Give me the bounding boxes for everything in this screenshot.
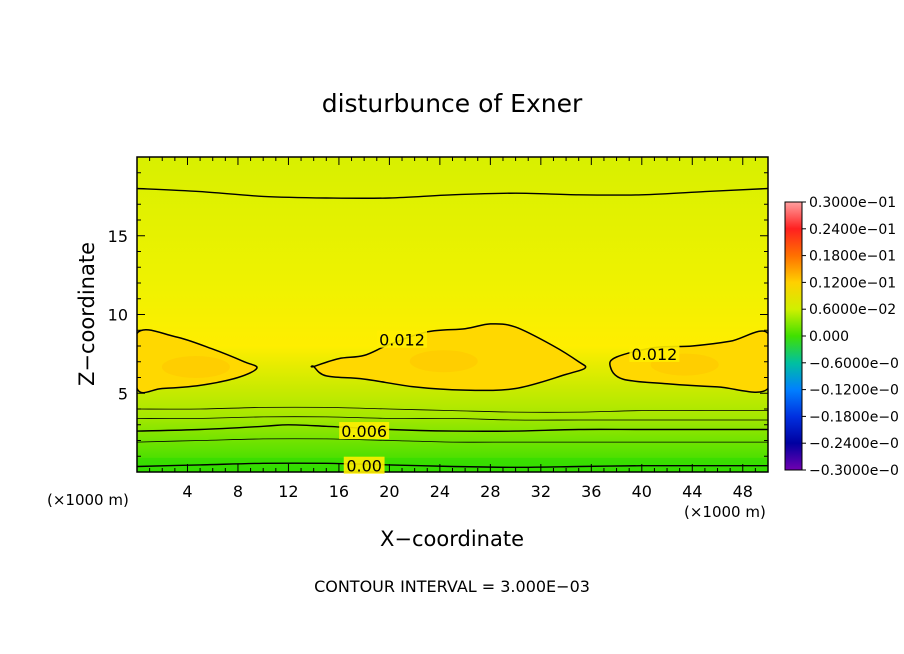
x-unit-right: (×1000 m) (684, 503, 766, 521)
colorbar-label: 0.3000e−01 (809, 195, 896, 211)
x-tick-label: 12 (278, 482, 298, 501)
contour-label-text: 0.012 (379, 331, 425, 350)
y-axis-label: Z−coordinate (75, 242, 99, 386)
field-bottom-band (137, 457, 768, 472)
contour-line (609, 330, 768, 393)
colorbar-label: −0.3000e−0 (809, 463, 899, 479)
contour-interval: CONTOUR INTERVAL = 3.000E−03 (314, 577, 590, 596)
x-tick-label: 28 (480, 482, 500, 501)
colorbar-label: −0.6000e−0 (809, 356, 899, 372)
contour-label-text: 0.00 (346, 457, 382, 476)
x-tick-label: 16 (329, 482, 349, 501)
chart-title: disturbunce of Exner (322, 89, 583, 118)
colorbar-label: −0.1200e−0 (809, 383, 899, 399)
x-unit-left: (×1000 m) (47, 491, 129, 509)
field-background (137, 157, 768, 472)
colorbar-label: −0.1800e−0 (809, 409, 899, 425)
x-tick-label: 40 (632, 482, 652, 501)
colorbar-label: −0.2400e−0 (809, 436, 899, 452)
colorbar-scale (784, 201, 803, 471)
contour-line (137, 406, 768, 413)
contour-line (137, 438, 768, 443)
x-tick-label: 4 (182, 482, 192, 501)
x-tick-label: 32 (531, 482, 551, 501)
plot-area (137, 157, 768, 472)
contour-line (137, 329, 258, 394)
y-tick-label: 5 (118, 384, 128, 403)
x-axis-label: X−coordinate (380, 527, 524, 551)
contour-label-text: 0.006 (341, 422, 387, 441)
y-tick-label: 15 (108, 227, 128, 246)
colorbar-label: 0.000 (809, 329, 849, 345)
colorbar: 0.3000e−01 0.2400e−01 0.1800e−01 0.1200e−01… (784, 195, 899, 479)
field-core-maximum (161, 356, 230, 378)
contour-label-text: 0.012 (632, 345, 678, 364)
x-tick-label: 20 (379, 482, 399, 501)
contour-label: 0.006 (339, 422, 390, 441)
contour-label: 0.012 (377, 330, 428, 350)
contour-line (137, 424, 768, 432)
y-tick-label: 10 (108, 306, 128, 325)
contour-line (137, 462, 768, 469)
contour-label: 0.00 (343, 456, 385, 476)
x-tick-label: 48 (733, 482, 753, 501)
colorbar-label: 0.6000e−02 (809, 302, 896, 318)
contour-line (137, 187, 768, 199)
contour-label: 0.012 (629, 344, 680, 364)
field-core-maximum (409, 350, 478, 373)
x-tick-label: 44 (682, 482, 702, 501)
colorbar-label: 0.2400e−01 (809, 222, 896, 238)
x-tick-label: 8 (233, 482, 243, 501)
contour-line (137, 416, 768, 421)
colorbar-label: 0.1800e−01 (809, 249, 896, 265)
x-tick-label: 36 (581, 482, 601, 501)
x-tick-label: 24 (430, 482, 450, 501)
colorbar-label: 0.1200e−01 (809, 275, 896, 291)
